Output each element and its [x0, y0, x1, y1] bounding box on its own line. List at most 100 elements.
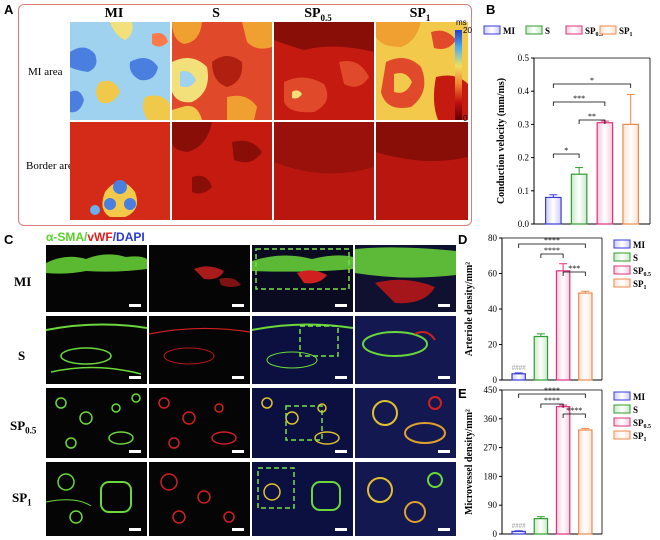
bar-2 — [596, 122, 614, 225]
legend-label: MI — [503, 26, 515, 36]
bar-2 — [555, 270, 571, 381]
y-tick-label: 60 — [488, 269, 498, 279]
bar-1 — [570, 173, 588, 225]
y-tick-label: 180 — [484, 471, 498, 481]
micrograph-sp1-red — [149, 462, 250, 536]
micrograph-sp05-zoom — [355, 388, 456, 458]
significance-bracket — [562, 413, 586, 418]
row-label-border-area: Border area — [26, 160, 78, 172]
col-title-s: S — [212, 6, 220, 21]
activation-map-border-area-s — [172, 122, 272, 220]
y-tick-label: 0.0 — [518, 219, 530, 229]
significance-label: **** — [544, 236, 560, 245]
mi-significance-label: #### — [512, 364, 527, 372]
activation-map-mi-area-sp1 — [376, 22, 468, 120]
micrograph-sp1-merge — [252, 462, 353, 536]
activation-map-border-area-mi — [70, 122, 170, 220]
y-axis-label: Conduction velocity (mm/ms) — [496, 78, 507, 204]
panel-b-letter: B — [486, 2, 496, 17]
activation-map-border-area-sp1 — [376, 122, 468, 220]
activation-map-mi-area-mi — [70, 22, 170, 120]
bar-3 — [622, 123, 640, 225]
micrograph-sp05-merge — [252, 388, 353, 458]
bar-3 — [578, 429, 593, 535]
micrograph-mi-green — [46, 245, 147, 312]
y-tick-label: 0.1 — [518, 186, 529, 196]
significance-label: **** — [544, 246, 560, 255]
micrograph-mi-red — [149, 245, 250, 312]
y-tick-label: 270 — [484, 443, 498, 453]
significance-bracket — [518, 393, 586, 398]
y-tick-label: 20 — [488, 340, 498, 350]
significance-label: *** — [568, 264, 580, 273]
panel-c-letter: C — [4, 232, 14, 247]
micrograph-sp1-zoom — [355, 462, 456, 536]
significance-bracket — [552, 83, 632, 88]
micro-row-label-sp05: SP0.5 — [10, 418, 37, 436]
y-tick-label: 0.5 — [518, 53, 530, 63]
micro-row-label-mi: MI — [14, 274, 32, 289]
activation-map-border-area-sp05 — [274, 122, 374, 220]
y-tick-label: 0.3 — [518, 119, 530, 129]
significance-bracket — [518, 243, 586, 248]
y-tick-label: 0.4 — [518, 86, 530, 96]
panel-e-letter: E — [458, 386, 467, 401]
significance-bracket — [540, 403, 564, 408]
micrograph-s-green — [46, 316, 147, 384]
bar-3 — [578, 292, 593, 381]
significance-label: * — [564, 146, 568, 155]
micrograph-s-zoom — [355, 316, 456, 384]
significance-label: **** — [544, 396, 560, 405]
bar-2 — [555, 406, 571, 535]
significance-bracket — [552, 101, 606, 106]
micrograph-mi-zoom — [355, 245, 456, 312]
bar-1 — [533, 335, 549, 381]
legend-label: SP0.5 — [585, 26, 603, 38]
legend-label: SP0.5 — [633, 418, 651, 430]
micrograph-s-red — [149, 316, 250, 384]
y-axis-label: Microvessel density/mm² — [464, 409, 475, 515]
legend-label: MI — [633, 240, 645, 250]
bar-0 — [544, 196, 562, 225]
legend-swatch — [613, 252, 631, 262]
micrograph-s-merge — [252, 316, 353, 384]
legend-label: S — [545, 26, 550, 36]
col-title-mi: MI — [104, 6, 124, 21]
y-tick-label: 360 — [484, 414, 498, 424]
col-title-sp05: SP0.5 — [304, 6, 332, 23]
significance-label: **** — [544, 386, 560, 395]
significance-label: *** — [573, 94, 585, 103]
row-label-mi-area: MI area — [28, 66, 63, 78]
legend-label: SP1 — [633, 279, 647, 291]
chart-e: 0 90 180 270 360 450 Microvessel density/mm² ##… — [464, 386, 651, 538]
bar-0 — [511, 530, 526, 535]
significance-bracket — [578, 119, 606, 124]
legend-swatch — [613, 278, 631, 288]
colorbar — [455, 30, 462, 120]
micrograph-mi-merge — [252, 245, 353, 312]
legend-swatch — [483, 25, 501, 35]
significance-label: **** — [566, 406, 582, 415]
colorbar-unit: ms — [456, 18, 467, 27]
panel-a-frame — [18, 4, 472, 226]
legend-label: SP1 — [633, 431, 647, 443]
panel-a-letter: A — [4, 2, 14, 17]
significance-bracket — [552, 153, 580, 158]
stain-label: α-SMA/vWF/DAPI — [46, 230, 145, 244]
legend-swatch — [613, 265, 631, 275]
legend-swatch — [613, 391, 631, 401]
legend-label: MI — [633, 392, 645, 402]
legend-label: SP0.5 — [633, 266, 651, 278]
legend-label: S — [633, 253, 638, 263]
micro-row-label-s: S — [18, 348, 26, 363]
y-tick-label: 80 — [488, 233, 498, 243]
chart-b: 0.0 0.1 0.2 0.3 0.4 0.5 Conduction velocity (m… — [483, 25, 651, 229]
significance-label: * — [590, 76, 594, 85]
panel-d-letter: D — [458, 232, 468, 247]
legend-swatch — [599, 25, 617, 35]
legend-label: SP1 — [619, 26, 633, 38]
bar-0 — [511, 373, 526, 381]
y-tick-label: 90 — [488, 500, 498, 510]
legend-label: S — [633, 405, 638, 415]
